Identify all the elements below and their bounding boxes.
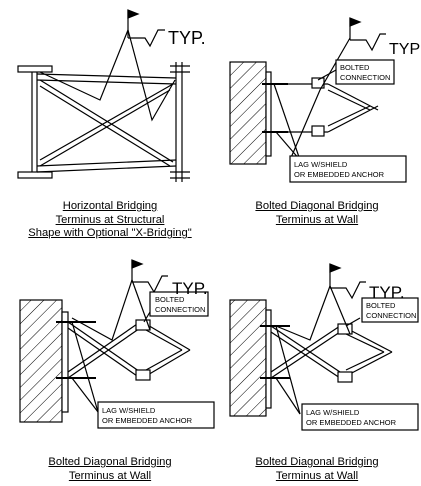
note-bolted-line1: BOLTED bbox=[340, 63, 370, 72]
note-lag-line2: OR EMBEDDED ANCHOR bbox=[102, 416, 193, 425]
note-lag-line2: OR EMBEDDED ANCHOR bbox=[306, 418, 397, 427]
typ-label: TYP. bbox=[369, 283, 405, 302]
wall-section bbox=[229, 61, 267, 165]
caption-line: Shape with Optional "X-Bridging" bbox=[28, 227, 192, 239]
flag-icon bbox=[349, 17, 362, 27]
bottom-bridging-angle bbox=[36, 159, 177, 167]
bolted-clip bbox=[135, 319, 151, 331]
panel-bolted-wall-1 bbox=[229, 17, 407, 183]
caption-line: Bolted Diagonal Bridging bbox=[255, 200, 379, 212]
caption-line: Terminus at Structural bbox=[55, 213, 165, 226]
note-bolted-line1: BOLTED bbox=[155, 295, 185, 304]
typ-label: TYP. bbox=[168, 28, 206, 48]
caption-line: Bolted Diagonal Bridging bbox=[255, 456, 379, 468]
note-lag-line1: LAG W/SHIELD bbox=[306, 408, 360, 417]
note-box bbox=[301, 403, 419, 431]
caption-bolted-wall-3: Bolted Diagonal Bridging Terminus at Wal… bbox=[222, 456, 412, 483]
leader-line bbox=[127, 29, 176, 122]
caption-bolted-wall-2: Bolted Diagonal Bridging Terminus at Wal… bbox=[10, 456, 210, 483]
bolted-clip bbox=[311, 125, 325, 137]
note-box bbox=[335, 59, 395, 85]
panel-bolted-wall-2 bbox=[19, 259, 215, 429]
flag-icon bbox=[131, 259, 144, 269]
caption-line: Terminus at Wall bbox=[275, 213, 359, 226]
caption-horizontal-bridging: Horizontal Bridging Terminus at Structur… bbox=[10, 200, 210, 241]
panel-bolted-wall-3 bbox=[229, 263, 419, 431]
wall-section bbox=[229, 299, 267, 417]
note-lag-line2: OR EMBEDDED ANCHOR bbox=[294, 170, 385, 179]
bolted-clip bbox=[135, 369, 151, 381]
caption-line: Terminus at Wall bbox=[275, 469, 359, 482]
note-box bbox=[149, 291, 209, 317]
caption-line: Horizontal Bridging bbox=[62, 200, 158, 212]
note-bolted-line1: BOLTED bbox=[366, 301, 396, 310]
flag-icon bbox=[329, 263, 342, 273]
caption-line: Bolted Diagonal Bridging bbox=[48, 456, 172, 468]
note-lag-line1: LAG W/SHIELD bbox=[294, 160, 348, 169]
caption-line: Terminus at Wall bbox=[68, 469, 152, 482]
x-bridging-member bbox=[39, 79, 174, 163]
x-bridging-member bbox=[39, 83, 174, 161]
note-bolted-line2: CONNECTION bbox=[340, 73, 390, 82]
right-structural-shape bbox=[170, 62, 190, 182]
wall-section bbox=[19, 299, 63, 423]
note-bolted-line2: CONNECTION bbox=[366, 311, 416, 320]
note-box bbox=[361, 297, 419, 323]
caption-bolted-wall-1: Bolted Diagonal Bridging Terminus at Wal… bbox=[222, 200, 412, 227]
typ-label: TYP. bbox=[172, 279, 208, 298]
flag-icon bbox=[127, 9, 140, 19]
typ-label: TYP bbox=[389, 41, 420, 58]
bolted-clip bbox=[337, 323, 353, 335]
bolted-clip bbox=[337, 371, 353, 383]
note-bolted-line2: CONNECTION bbox=[155, 305, 205, 314]
top-bridging-angle bbox=[36, 73, 177, 79]
note-box bbox=[289, 155, 407, 183]
note-lag-line1: LAG W/SHIELD bbox=[102, 406, 156, 415]
panel-horizontal-bridging bbox=[17, 9, 190, 182]
left-structural-shape bbox=[17, 65, 53, 179]
note-box bbox=[97, 401, 215, 429]
leader-line bbox=[39, 29, 129, 101]
